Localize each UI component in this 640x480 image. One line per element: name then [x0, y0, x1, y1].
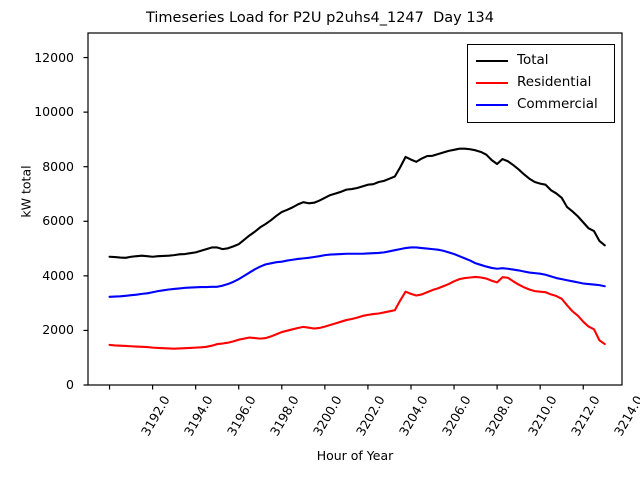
series-line-commercial — [108, 246, 606, 298]
legend: Total Residential Commercial — [467, 44, 615, 123]
legend-label: Total — [517, 52, 549, 69]
legend-item-commercial: Commercial — [474, 94, 608, 116]
legend-item-residential: Residential — [474, 72, 608, 94]
series-line-total — [108, 147, 606, 259]
y-axis-label: kW total — [18, 165, 34, 218]
series-line-residential — [108, 275, 606, 350]
legend-swatch-icon — [476, 60, 508, 62]
y-tick-label: 10000 — [34, 104, 74, 120]
legend-label: Commercial — [517, 96, 598, 113]
data-series-group — [108, 147, 606, 350]
x-tick-marks — [108, 385, 584, 390]
y-tick-marks — [83, 56, 88, 386]
legend-label: Residential — [517, 74, 592, 91]
y-tick-label: 0 — [66, 377, 74, 392]
y-tick-label: 6000 — [42, 213, 74, 229]
y-tick-label: 8000 — [42, 158, 74, 174]
y-tick-label: 2000 — [42, 322, 74, 338]
x-axis-label: Hour of Year — [316, 448, 394, 463]
page-title: Timeseries Load for P2U p2uhs4_1247 Day … — [145, 10, 495, 26]
legend-item-total: Total — [474, 50, 608, 72]
legend-swatch-icon — [476, 104, 508, 106]
legend-swatch-icon — [476, 82, 508, 84]
y-tick-label: 12000 — [34, 49, 74, 65]
y-tick-label: 4000 — [42, 267, 74, 283]
